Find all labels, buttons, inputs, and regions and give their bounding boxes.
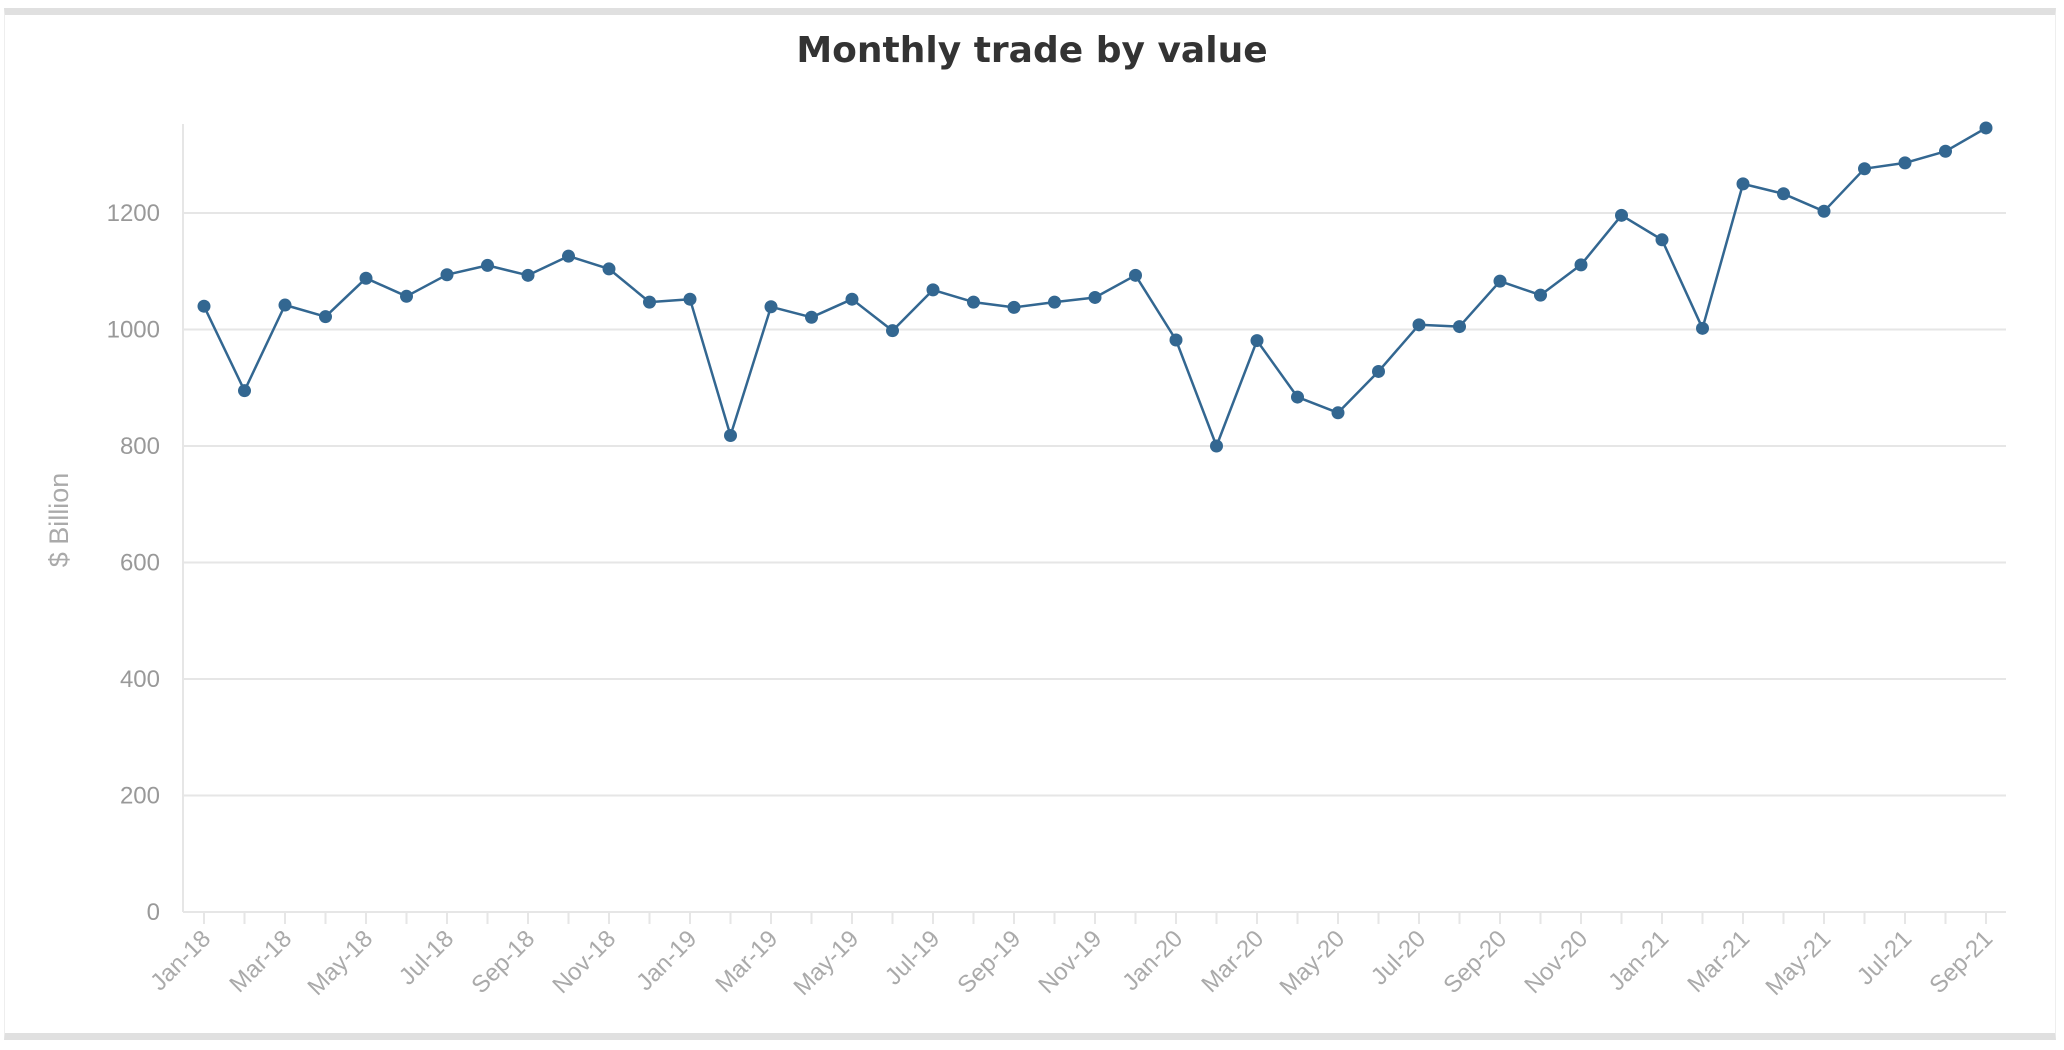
x-tick-label: Nov-20: [1519, 925, 1593, 999]
chart-title: Monthly trade by value: [796, 30, 1268, 71]
y-tick-400: 400: [120, 666, 160, 693]
data-point: [926, 283, 940, 297]
x-tick-label: Sep-18: [466, 925, 540, 999]
data-point: [400, 289, 413, 303]
x-tick-label: Mar-21: [1682, 925, 1755, 998]
data-point: [1858, 162, 1871, 176]
x-tick-label: Sep-19: [952, 925, 1026, 999]
data-point: [1817, 204, 1831, 218]
data-point: [1574, 258, 1588, 272]
data-point: [1412, 318, 1426, 332]
x-tick-label: Mar-20: [1196, 925, 1269, 998]
x-tick-label: Jul-20: [1366, 925, 1431, 990]
y-tick-200: 200: [120, 783, 160, 810]
y-tick-1000: 1000: [107, 317, 160, 344]
data-point: [1534, 288, 1547, 302]
series-trade-value: [197, 121, 1993, 453]
data-point: [1210, 439, 1223, 453]
data-point: [1453, 320, 1466, 334]
data-point: [521, 268, 535, 282]
x-tick-label: Jan-21: [1603, 925, 1674, 996]
x-tick-label: Sep-21: [1924, 925, 1998, 999]
data-point: [805, 310, 818, 324]
data-point: [1007, 300, 1021, 314]
data-point: [238, 384, 251, 398]
y-tick-1200: 1200: [107, 200, 160, 227]
x-tick-label: Mar-19: [710, 925, 783, 998]
series-line: [202, 126, 1987, 448]
data-point: [602, 262, 616, 276]
data-point: [886, 324, 899, 338]
data-point: [1088, 290, 1102, 304]
data-point: [1493, 274, 1507, 288]
y-tick-labels: 0 200 400 600 800 1000 1200: [107, 200, 160, 926]
data-point: [1169, 333, 1183, 347]
data-point: [1939, 144, 1952, 158]
x-tick-label: May-20: [1275, 925, 1351, 1001]
x-tick-label: May-21: [1761, 925, 1837, 1001]
data-point: [1291, 390, 1304, 404]
data-point: [1372, 364, 1385, 378]
y-tick-800: 800: [120, 433, 160, 460]
data-point: [967, 295, 980, 309]
x-tick-label: Mar-18: [224, 925, 297, 998]
data-point: [278, 298, 292, 312]
data-point: [845, 292, 859, 306]
data-point: [440, 268, 454, 282]
x-tick-label: Nov-18: [547, 925, 621, 999]
data-point: [1979, 121, 1993, 135]
data-point: [319, 310, 332, 324]
x-tick-label: Jul-18: [394, 925, 459, 990]
data-point: [643, 295, 656, 309]
data-point: [1696, 321, 1709, 335]
x-tick-label: Sep-20: [1438, 925, 1512, 999]
data-point: [683, 292, 697, 306]
y-tick-0: 0: [147, 899, 160, 926]
data-point: [1655, 233, 1669, 247]
x-tick-label: Jul-21: [1852, 925, 1917, 990]
y-tick-600: 600: [120, 550, 160, 577]
data-point: [481, 258, 494, 272]
chart-frame: [4, 8, 2056, 1040]
data-point: [1250, 334, 1264, 348]
x-tick-labels: Jan-18 Mar-18 May-18 Jul-18 Sep-18 Nov-18 Jan-…: [145, 925, 1998, 1001]
x-tick-label: Jul-19: [880, 925, 945, 990]
data-point: [1736, 177, 1750, 191]
axes: [182, 124, 2006, 924]
data-point: [562, 249, 575, 263]
data-point: [764, 300, 778, 314]
data-point: [724, 429, 737, 443]
data-point: [1777, 187, 1790, 201]
x-tick-label: Jan-18: [145, 925, 216, 996]
x-tick-label: Jan-19: [631, 925, 702, 996]
y-axis-label: $ Billion: [44, 473, 74, 568]
data-point: [359, 271, 373, 285]
data-point: [1898, 156, 1912, 170]
x-tick-label: May-19: [789, 925, 865, 1001]
x-tick-label: May-18: [303, 925, 379, 1001]
data-point: [1048, 295, 1061, 309]
data-point: [1129, 268, 1142, 282]
x-tick-label: Jan-20: [1117, 925, 1188, 996]
data-point: [1331, 406, 1345, 420]
x-tick-label: Nov-19: [1033, 925, 1107, 999]
data-point: [197, 299, 211, 313]
data-point: [1615, 208, 1628, 222]
grid-lines: [183, 212, 2006, 797]
